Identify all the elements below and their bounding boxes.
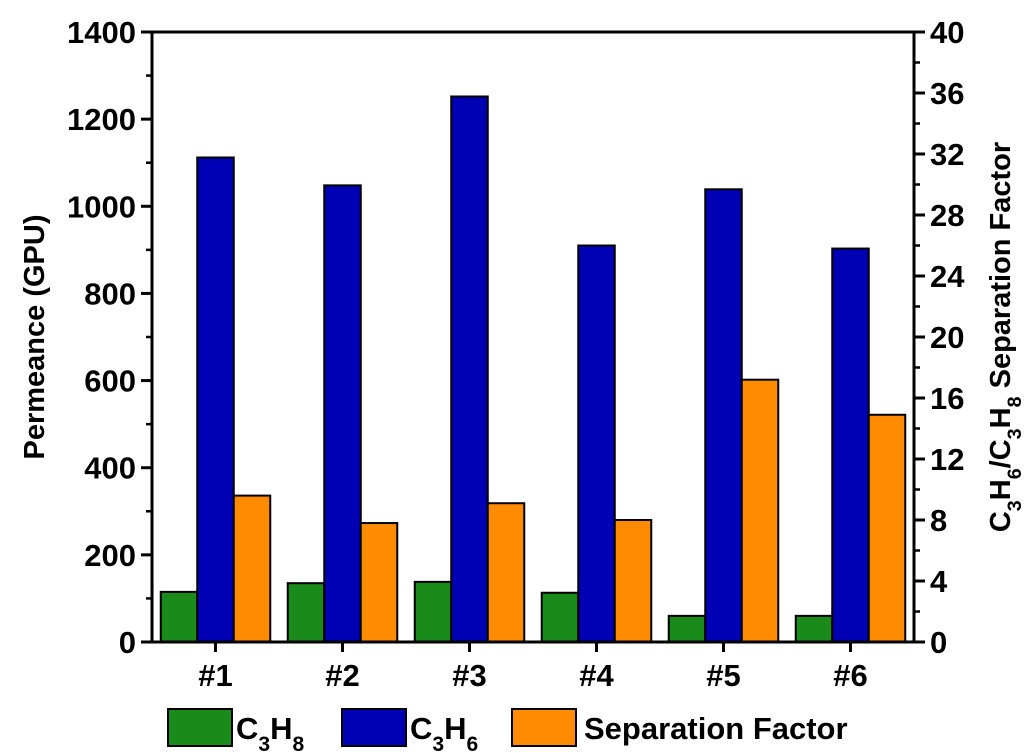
- right-tick-label: 0: [930, 625, 947, 660]
- legend-item-c3h6: C3H6: [341, 708, 478, 753]
- x-axis-ticks: #1 #2 #3 #4 #5 #6: [198, 642, 868, 693]
- bar-c3h8: [286, 582, 326, 644]
- bar-c3h6: [323, 184, 362, 643]
- bar-c3h6: [704, 188, 743, 644]
- text-part: H: [985, 407, 1017, 428]
- left-tick-label: 800: [84, 276, 136, 311]
- right-tick-label: 40: [930, 15, 964, 50]
- text-part: H: [444, 711, 466, 746]
- right-axis-label: C3H6/C3H8 Separation Factor: [985, 142, 1026, 532]
- x-tick-label: #4: [579, 658, 614, 693]
- right-tick-label: 16: [930, 381, 964, 416]
- subscript: 6: [1004, 468, 1026, 479]
- left-tick-label: 0: [119, 625, 136, 660]
- subscript: 8: [293, 733, 305, 753]
- bar-separation_factor: [867, 413, 907, 643]
- bar-c3h6: [196, 156, 235, 643]
- bar-separation_factor: [486, 502, 526, 643]
- text-part: H: [270, 711, 292, 746]
- bar-c3h6: [831, 247, 870, 644]
- subscript: 6: [467, 733, 479, 753]
- right-tick-label: 36: [930, 76, 964, 111]
- bar-c3h8: [540, 591, 580, 643]
- legend-label: C3H8: [236, 711, 305, 753]
- legend-item-separation_factor: Separation Factor: [511, 708, 848, 747]
- text-part: C: [236, 711, 258, 746]
- subscript: 3: [432, 733, 444, 753]
- x-tick-label: #6: [833, 658, 867, 693]
- right-tick-label: 8: [930, 503, 947, 538]
- x-tick-label: #5: [706, 658, 740, 693]
- subscript: 3: [1004, 428, 1026, 439]
- subscript: 3: [258, 733, 270, 753]
- text-part: Separation Factor: [985, 142, 1017, 397]
- x-tick-label: #1: [198, 658, 232, 693]
- right-tick-label: 28: [930, 198, 964, 233]
- text-part: /C: [985, 439, 1017, 468]
- subscript: 8: [1004, 396, 1026, 407]
- right-tick-label: 4: [930, 564, 948, 599]
- legend-swatch: [167, 708, 233, 747]
- left-tick-label: 600: [84, 364, 136, 399]
- left-tick-label: 1000: [67, 189, 136, 224]
- left-tick-label: 1200: [67, 102, 136, 137]
- text-part: C: [410, 711, 432, 746]
- legend-item-c3h8: C3H8: [167, 708, 305, 753]
- bar-c3h8: [667, 614, 707, 643]
- bar-separation_factor: [359, 522, 399, 643]
- bar-separation_factor: [232, 494, 272, 643]
- plot-bars: [159, 95, 907, 644]
- left-axis-label: Permeance (GPU): [19, 215, 51, 460]
- subscript: 3: [1004, 500, 1026, 511]
- left-tick-label: 1400: [67, 15, 136, 50]
- legend-label: C3H6: [410, 711, 478, 753]
- legend-label: Separation Factor: [584, 711, 848, 746]
- x-tick-label: #3: [452, 658, 486, 693]
- text-part: Separation Factor: [584, 711, 848, 746]
- right-tick-label: 12: [930, 442, 964, 477]
- bar-c3h8: [794, 614, 834, 643]
- left-tick-label: 200: [84, 538, 136, 573]
- legend: C3H8 C3H6 Separation Factor: [167, 708, 848, 753]
- bar-separation_factor: [613, 519, 653, 643]
- bar-c3h6: [577, 244, 616, 643]
- bar-separation_factor: [740, 378, 780, 643]
- right-tick-label: 20: [930, 320, 964, 355]
- right-axis-ticks: 0 4 8 12 16 20 24 28 32 36 40: [914, 15, 965, 660]
- x-tick-label: #2: [325, 658, 359, 693]
- left-axis-ticks: 0 200 400 600 800 1000 1200 1400: [67, 15, 152, 660]
- bar-c3h8: [159, 590, 199, 644]
- text-part: C: [985, 511, 1017, 532]
- right-tick-label: 32: [930, 137, 964, 172]
- left-tick-label: 400: [84, 451, 136, 486]
- bar-c3h8: [413, 580, 453, 643]
- legend-swatch: [511, 708, 577, 747]
- bar-c3h6: [450, 95, 489, 643]
- text-part: H: [985, 479, 1017, 500]
- legend-swatch: [341, 708, 407, 747]
- right-tick-label: 24: [930, 259, 965, 294]
